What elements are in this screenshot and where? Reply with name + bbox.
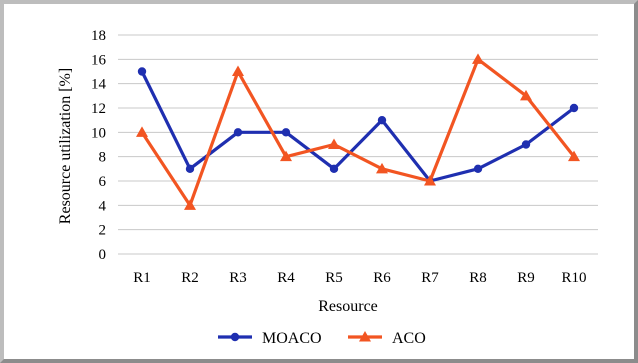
data-point xyxy=(473,164,483,174)
legend-label: ACO xyxy=(392,330,426,347)
y-tick-label: 2 xyxy=(99,223,107,239)
x-tick-labels: R1 R2 R3 R4 R5 R6 R7 R8 R9 R10 xyxy=(133,270,586,286)
y-axis-title: Resource utilization [%] xyxy=(57,68,74,224)
x-tick-label: R1 xyxy=(133,270,151,286)
data-point xyxy=(328,138,340,149)
x-tick-label: R5 xyxy=(325,270,343,286)
y-tick-label: 8 xyxy=(99,150,107,166)
data-point xyxy=(232,65,244,76)
data-point xyxy=(136,126,148,137)
data-point xyxy=(329,164,339,174)
y-tick-label: 18 xyxy=(91,28,106,44)
series-moaco xyxy=(137,67,579,186)
x-axis-title: Resource xyxy=(318,298,378,315)
legend: MOACO ACO xyxy=(218,330,426,347)
legend-item-aco: ACO xyxy=(348,330,426,347)
y-tick-label: 0 xyxy=(99,247,107,263)
y-tick-label: 16 xyxy=(91,52,107,68)
x-tick-label: R3 xyxy=(229,270,247,286)
y-tick-label: 10 xyxy=(91,125,106,141)
data-point xyxy=(472,53,484,64)
legend-marker xyxy=(230,332,240,342)
y-tick-labels: 0 2 4 6 8 10 12 14 16 18 xyxy=(91,28,107,263)
legend-marker xyxy=(359,331,371,342)
series-group xyxy=(136,53,580,210)
series-line xyxy=(140,70,575,183)
data-point xyxy=(520,89,532,101)
grid-lines xyxy=(118,34,598,255)
x-tick-label: R7 xyxy=(421,270,439,286)
data-point xyxy=(521,140,531,149)
x-tick-label: R4 xyxy=(277,270,295,286)
data-point xyxy=(280,150,292,162)
y-tick-label: 14 xyxy=(91,77,107,93)
x-tick-label: R2 xyxy=(181,270,199,286)
data-point xyxy=(377,115,387,125)
data-point xyxy=(281,128,291,137)
x-tick-label: R10 xyxy=(561,270,586,286)
legend-item-moaco: MOACO xyxy=(218,330,322,347)
data-point xyxy=(233,128,243,137)
x-tick-label: R6 xyxy=(373,270,391,286)
data-point xyxy=(569,103,579,113)
data-point xyxy=(184,199,196,210)
y-tick-label: 4 xyxy=(99,198,107,214)
data-point xyxy=(424,175,436,186)
data-point xyxy=(185,164,195,174)
x-tick-label: R9 xyxy=(517,270,535,286)
series-aco xyxy=(136,53,580,210)
legend-label: MOACO xyxy=(262,330,322,347)
series-line xyxy=(140,57,576,207)
x-tick-label: R8 xyxy=(469,270,487,286)
data-point xyxy=(137,67,147,76)
y-tick-label: 6 xyxy=(99,174,107,190)
y-tick-label: 12 xyxy=(91,101,106,117)
data-point xyxy=(376,162,388,174)
data-point xyxy=(568,150,580,162)
